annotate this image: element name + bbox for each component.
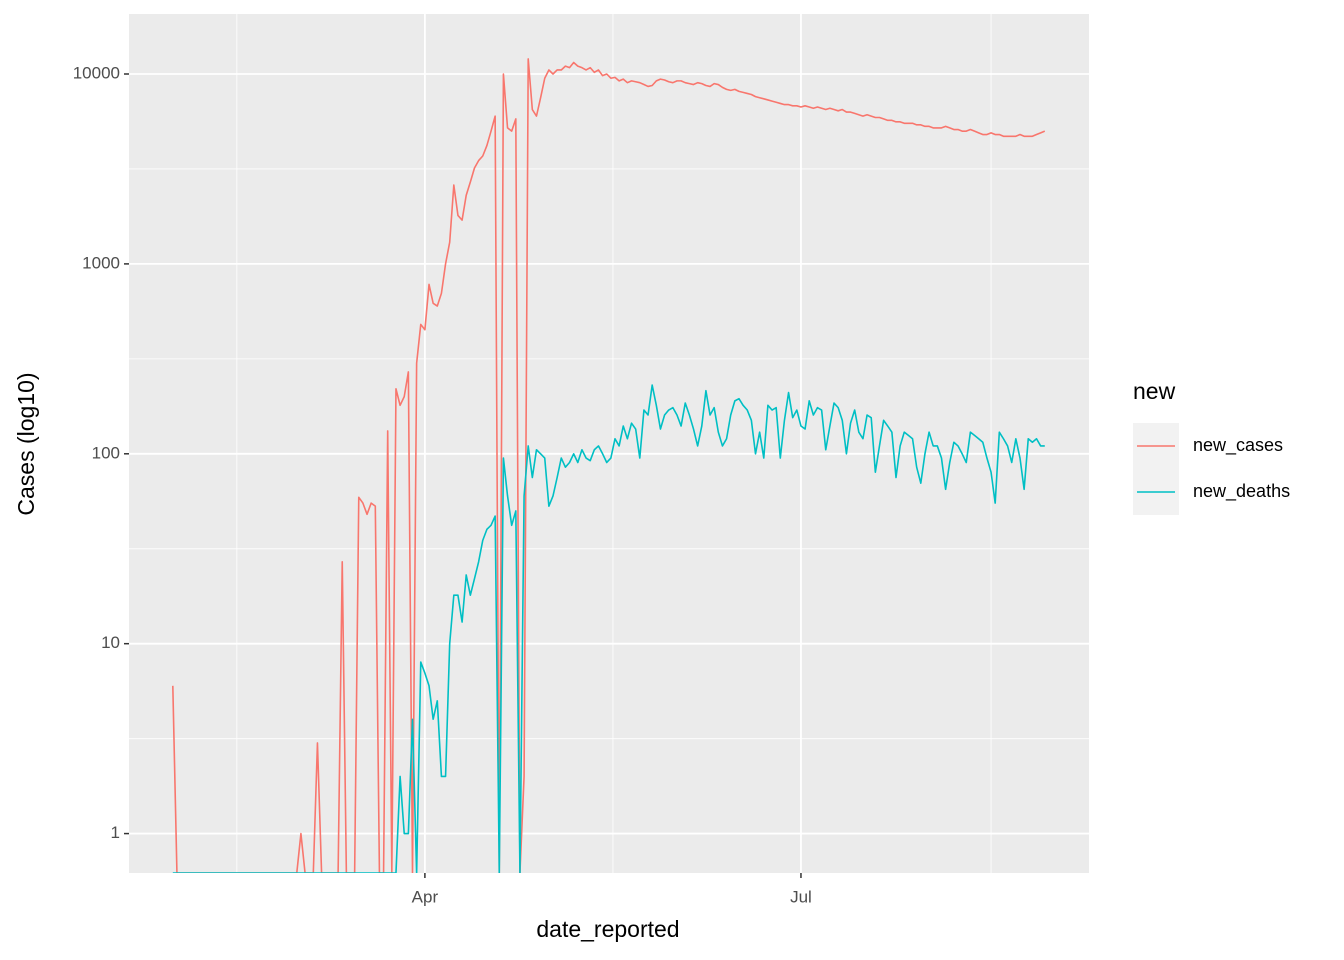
y-tick-label: 1000 [82,253,120,272]
x-tick-label: Apr [412,887,439,906]
y-axis-title: Cases (log10) [13,372,39,515]
y-tick-label: 1 [111,823,120,842]
lines [172,58,1046,873]
legend: new_cases new_deaths [1133,423,1290,515]
y-tick-label: 10000 [73,63,120,82]
y-tick-label: 10 [101,633,120,652]
y-tick-label: 100 [92,443,120,462]
legend-label: new_cases [1193,435,1283,456]
x-axis-title: date_reported [536,916,679,942]
axes: 1 10 100 1000 10000 Apr Jul [73,63,812,906]
panel-background [129,14,1089,873]
legend-title: new [1133,378,1176,404]
grid [129,14,1089,873]
legend-label: new_deaths [1193,481,1290,502]
data-line [172,384,1045,873]
data-line [172,58,1046,873]
x-tick-label: Jul [790,887,812,906]
